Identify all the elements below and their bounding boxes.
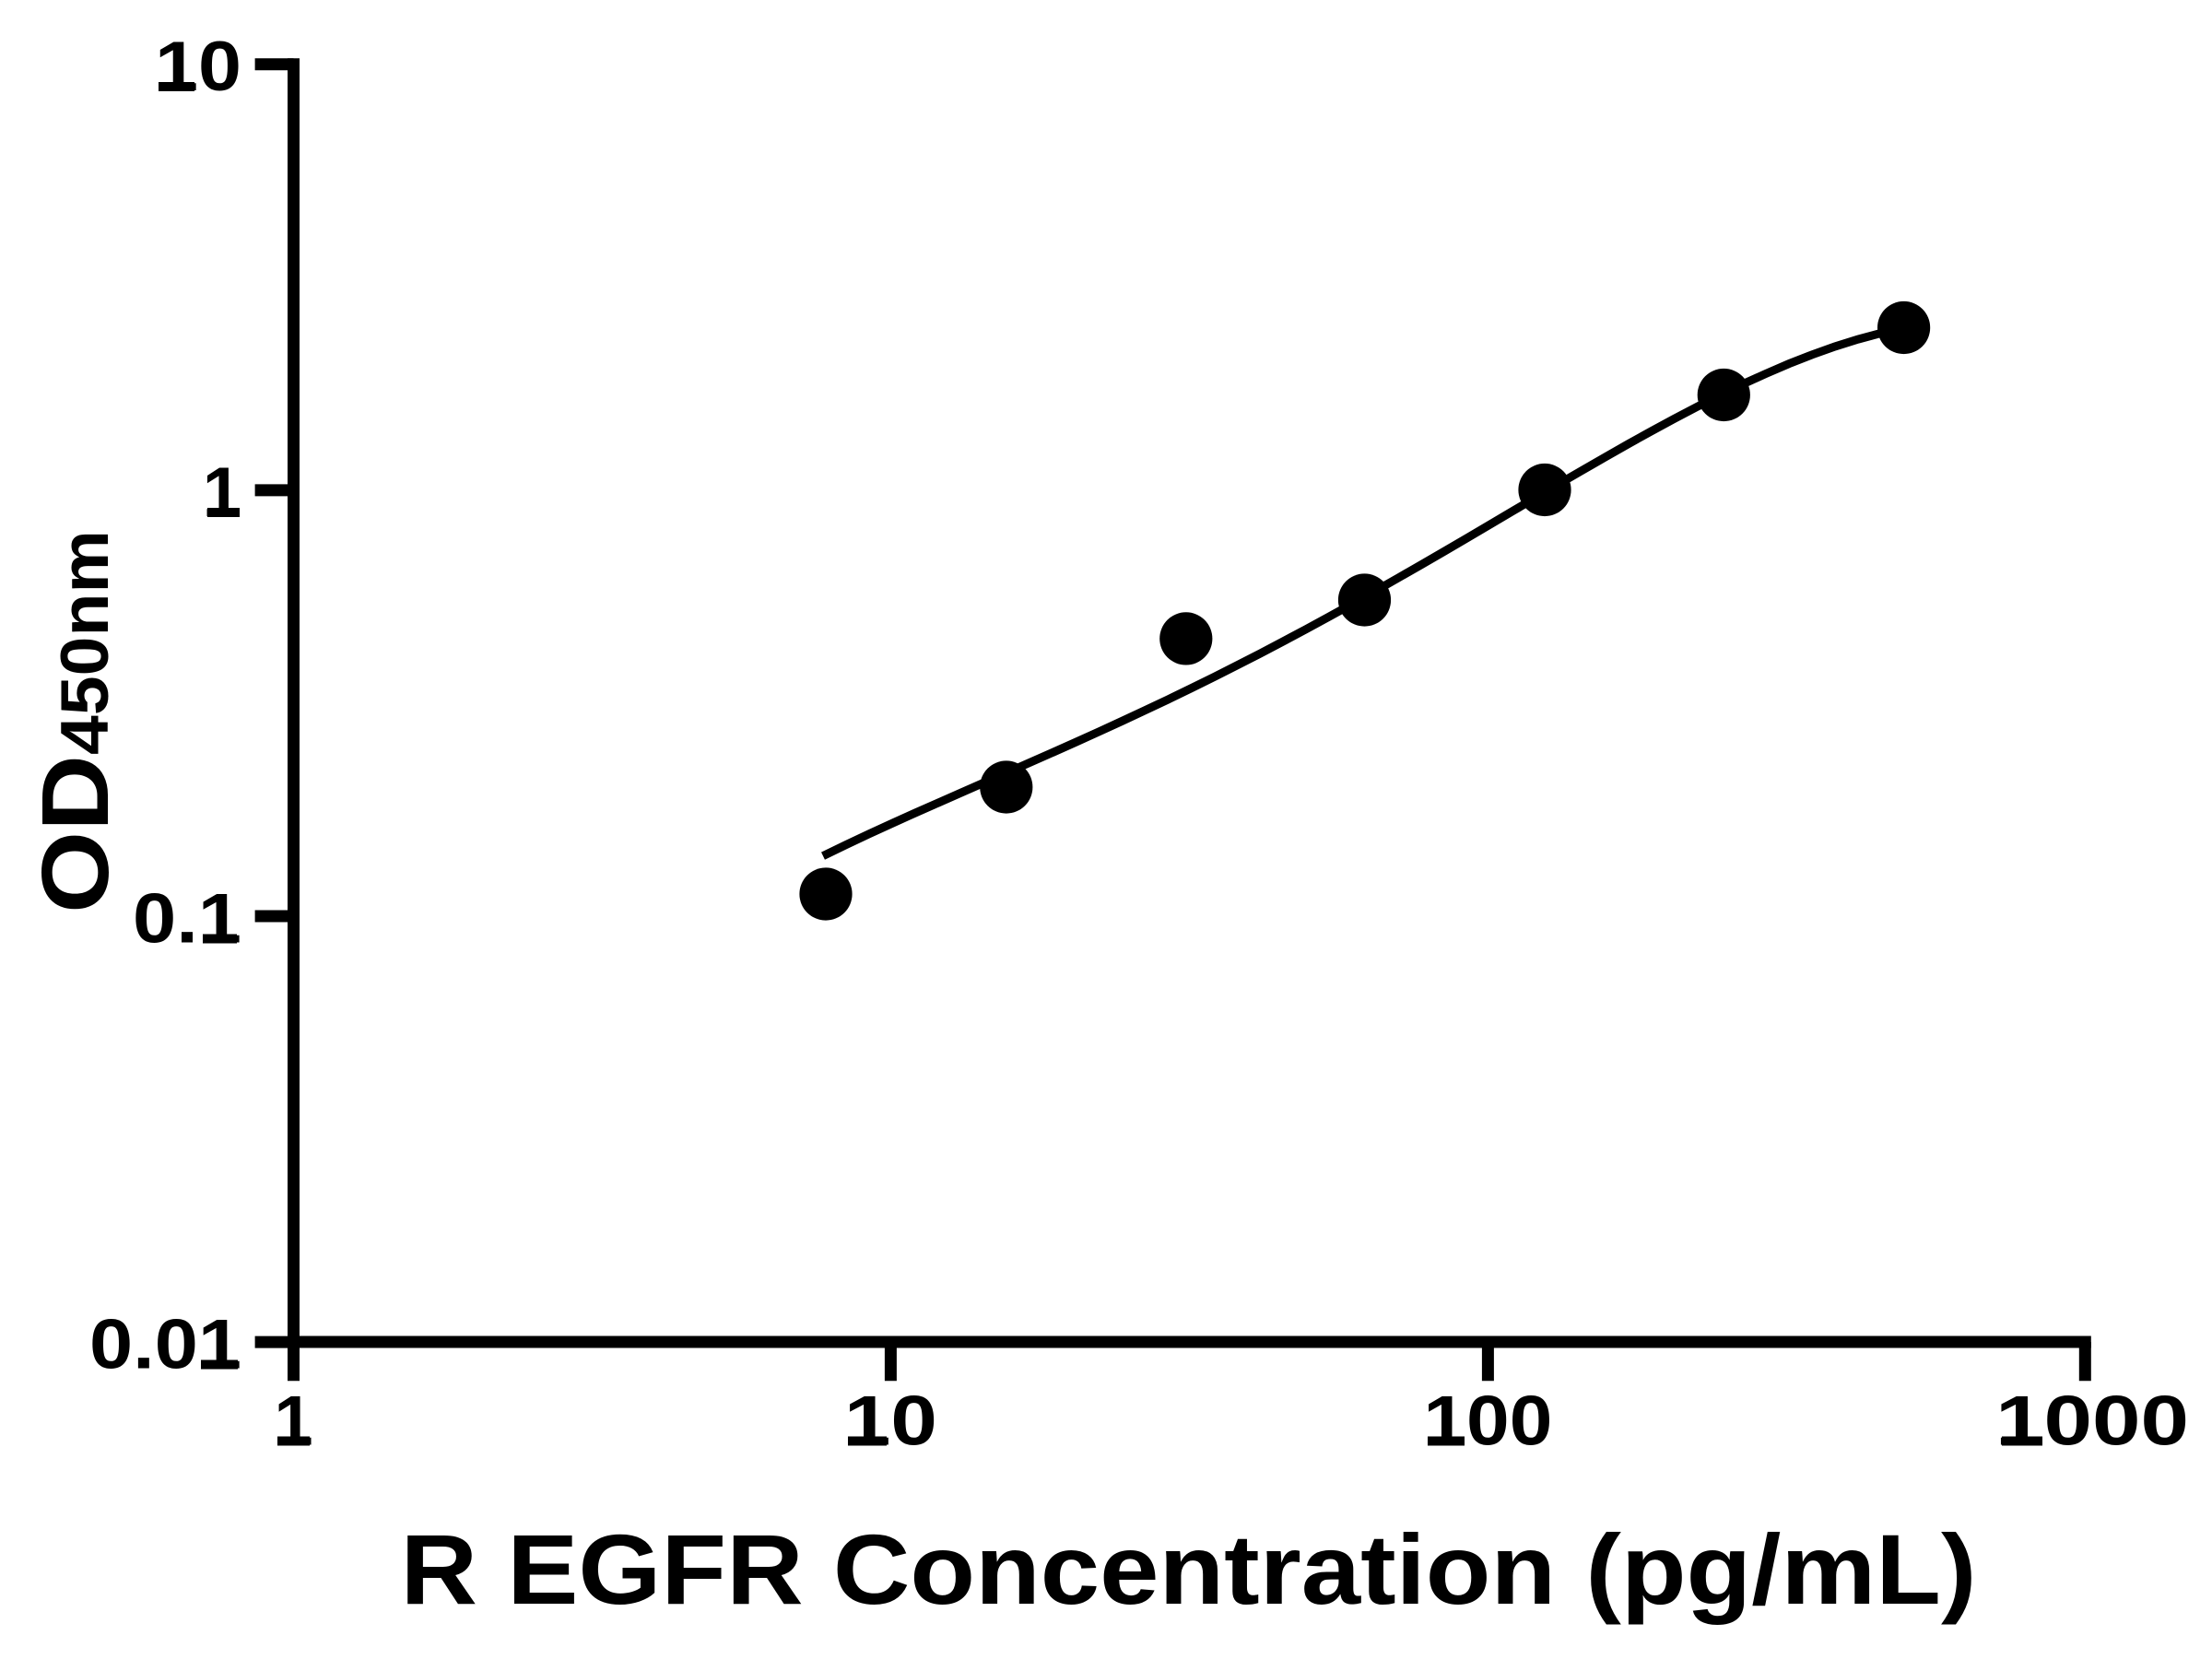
svg-text:100: 100 [1423,1382,1552,1461]
svg-text:R EGFR Concentration (pg/mL): R EGFR Concentration (pg/mL) [401,1513,1977,1625]
svg-text:0.1: 0.1 [133,880,241,959]
svg-text:OD450nm: OD450nm [22,530,128,913]
svg-text:10: 10 [155,28,241,106]
svg-text:10: 10 [844,1382,937,1461]
svg-text:1: 1 [274,1382,312,1461]
svg-text:0.01: 0.01 [89,1306,241,1384]
svg-text:1000: 1000 [1995,1382,2189,1461]
svg-text:1: 1 [203,453,241,532]
